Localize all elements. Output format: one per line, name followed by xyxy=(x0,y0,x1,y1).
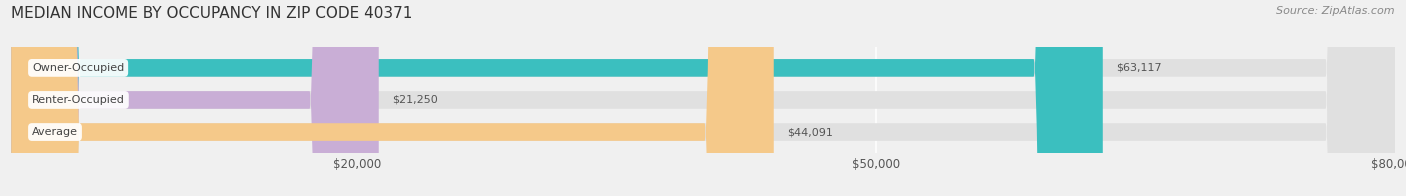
Text: Average: Average xyxy=(32,127,77,137)
FancyBboxPatch shape xyxy=(11,0,1395,196)
FancyBboxPatch shape xyxy=(11,0,378,196)
Text: $44,091: $44,091 xyxy=(787,127,834,137)
Text: MEDIAN INCOME BY OCCUPANCY IN ZIP CODE 40371: MEDIAN INCOME BY OCCUPANCY IN ZIP CODE 4… xyxy=(11,6,412,21)
FancyBboxPatch shape xyxy=(11,0,1102,196)
FancyBboxPatch shape xyxy=(11,0,773,196)
Text: Renter-Occupied: Renter-Occupied xyxy=(32,95,125,105)
Text: Owner-Occupied: Owner-Occupied xyxy=(32,63,124,73)
Text: $21,250: $21,250 xyxy=(392,95,439,105)
FancyBboxPatch shape xyxy=(11,0,1395,196)
FancyBboxPatch shape xyxy=(11,0,1395,196)
Text: Source: ZipAtlas.com: Source: ZipAtlas.com xyxy=(1277,6,1395,16)
Text: $63,117: $63,117 xyxy=(1116,63,1163,73)
